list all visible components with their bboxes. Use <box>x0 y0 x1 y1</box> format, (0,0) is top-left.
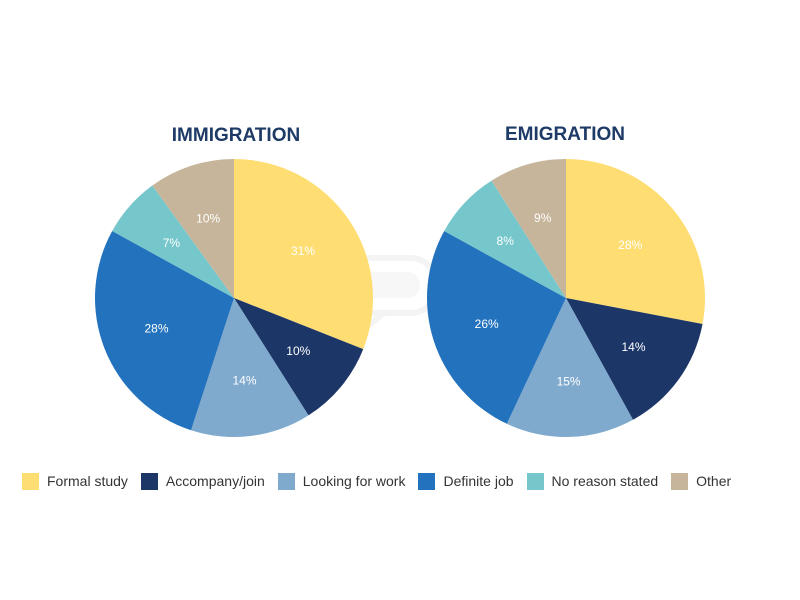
legend-swatch <box>22 472 39 490</box>
legend-label: No reason stated <box>551 473 659 489</box>
pie-slice-other <box>152 159 234 298</box>
slice-label-definite-job: 26% <box>475 317 499 331</box>
legend-label: Looking for work <box>302 473 406 489</box>
slice-label-definite-job: 28% <box>144 322 168 336</box>
legend-label: Formal study <box>47 473 128 489</box>
legend-swatch <box>418 472 436 490</box>
legend-swatch <box>277 472 295 490</box>
legend-swatch <box>140 472 158 490</box>
pie-slice-looking-for-work <box>506 298 633 437</box>
emigration-title: EMIGRATION <box>505 124 625 145</box>
immigration-title: IMMIGRATION <box>172 125 300 146</box>
legend-label: Other <box>696 473 732 489</box>
legend-item-no-reason-stated: No reason stated <box>526 472 659 490</box>
pie-slice-accompany-join <box>234 298 364 416</box>
legend-item-definite-job: Definite job <box>418 472 514 490</box>
pie-slice-formal-study <box>234 158 374 350</box>
legend-label: Definite job <box>443 473 514 489</box>
pie-slice-formal-study <box>566 159 706 325</box>
legend-item-accompany-join: Accompany/join <box>140 472 265 490</box>
pie-slice-accompany-join <box>566 298 703 420</box>
legend-label: Accompany/join <box>165 473 265 489</box>
slice-label-no-reason-stated: 7% <box>163 236 181 250</box>
emigration-pie: EMIGRATION 28% 14% 15% 26% 8% 9% <box>427 124 706 437</box>
pie-slice-looking-for-work <box>191 298 309 438</box>
slice-label-no-reason-stated: 8% <box>497 234 515 248</box>
pie-slice-definite-job <box>427 231 566 424</box>
pie-slice-no-reason-stated <box>112 185 234 298</box>
pie-slice-other <box>491 159 566 298</box>
legend-item-other: Other <box>671 472 732 490</box>
slice-label-formal-study: 31% <box>291 244 315 258</box>
pie-slice-no-reason-stated <box>444 180 566 298</box>
legend-swatch <box>526 472 544 490</box>
legend-item-formal-study: Formal study <box>22 472 128 490</box>
pie-slice-definite-job <box>94 231 234 431</box>
slice-label-accompany-join: 14% <box>621 340 645 354</box>
slice-label-other: 10% <box>196 212 220 226</box>
slice-label-looking-for-work: 15% <box>557 374 581 388</box>
legend: Formal study Accompany/join Looking for … <box>22 470 782 492</box>
slice-label-other: 9% <box>534 211 552 225</box>
slice-label-accompany-join: 10% <box>286 344 310 358</box>
slice-label-looking-for-work: 14% <box>232 374 256 388</box>
slice-label-formal-study: 28% <box>618 238 642 252</box>
legend-swatch <box>671 472 689 490</box>
immigration-pie: IMMIGRATION 31% 10% 14% 28% 7% 10% <box>94 125 374 438</box>
legend-item-looking-for-work: Looking for work <box>277 472 406 490</box>
